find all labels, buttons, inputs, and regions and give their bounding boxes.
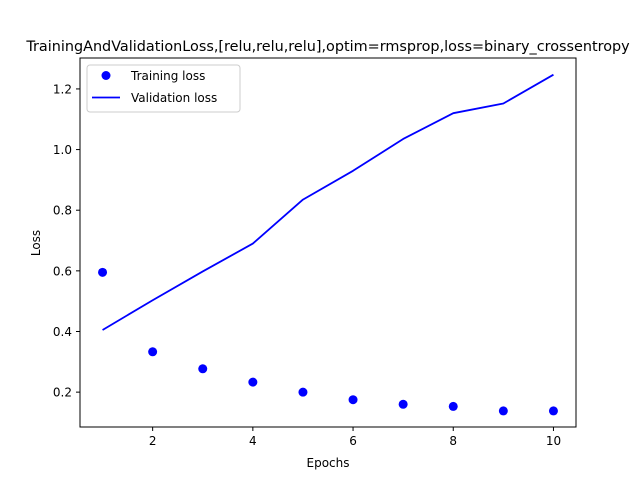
x-axis: 2 4 6 8 10 xyxy=(149,427,561,448)
training-loss-point xyxy=(198,364,208,374)
plot-area: 2 4 6 8 10 0.2 0.4 0.6 0.8 1.0 1.2 xyxy=(53,57,577,448)
series-layer xyxy=(98,73,558,416)
legend: Training loss Validation loss xyxy=(86,64,241,113)
legend-label-validation-loss: Validation loss xyxy=(131,91,217,105)
training-loss-point xyxy=(298,387,308,397)
training-loss-point xyxy=(548,406,558,416)
legend-label-training-loss: Training loss xyxy=(130,69,205,83)
y-tick-label: 0.8 xyxy=(53,204,72,218)
training-loss-point xyxy=(398,399,408,409)
training-loss-point xyxy=(448,401,458,411)
x-tick-label: 8 xyxy=(449,434,457,448)
x-tick-label: 4 xyxy=(249,434,257,448)
legend-marker-training-loss xyxy=(101,71,111,80)
y-tick-label: 0.6 xyxy=(53,264,72,278)
plot-frame xyxy=(79,57,577,428)
y-tick-label: 1.0 xyxy=(53,143,72,157)
training-loss-point xyxy=(248,377,258,387)
y-axis-label: Loss xyxy=(29,230,43,256)
validation-loss-line xyxy=(102,73,554,331)
y-axis: 0.2 0.4 0.6 0.8 1.0 1.2 xyxy=(53,82,80,400)
training-loss-point xyxy=(148,347,158,357)
training-loss-point xyxy=(98,267,108,277)
x-axis-label: Epochs xyxy=(307,456,350,470)
x-tick-label: 2 xyxy=(149,434,157,448)
y-tick-label: 1.2 xyxy=(53,82,72,96)
legend-box xyxy=(86,64,241,113)
training-loss-point xyxy=(498,406,508,416)
y-tick-label: 0.2 xyxy=(53,386,72,400)
chart-title: TrainingAndValidationLoss,[relu,relu,rel… xyxy=(25,39,630,55)
training-loss-point xyxy=(348,395,358,405)
y-tick-label: 0.4 xyxy=(53,325,72,339)
x-tick-label: 10 xyxy=(546,434,561,448)
x-tick-label: 6 xyxy=(349,434,357,448)
